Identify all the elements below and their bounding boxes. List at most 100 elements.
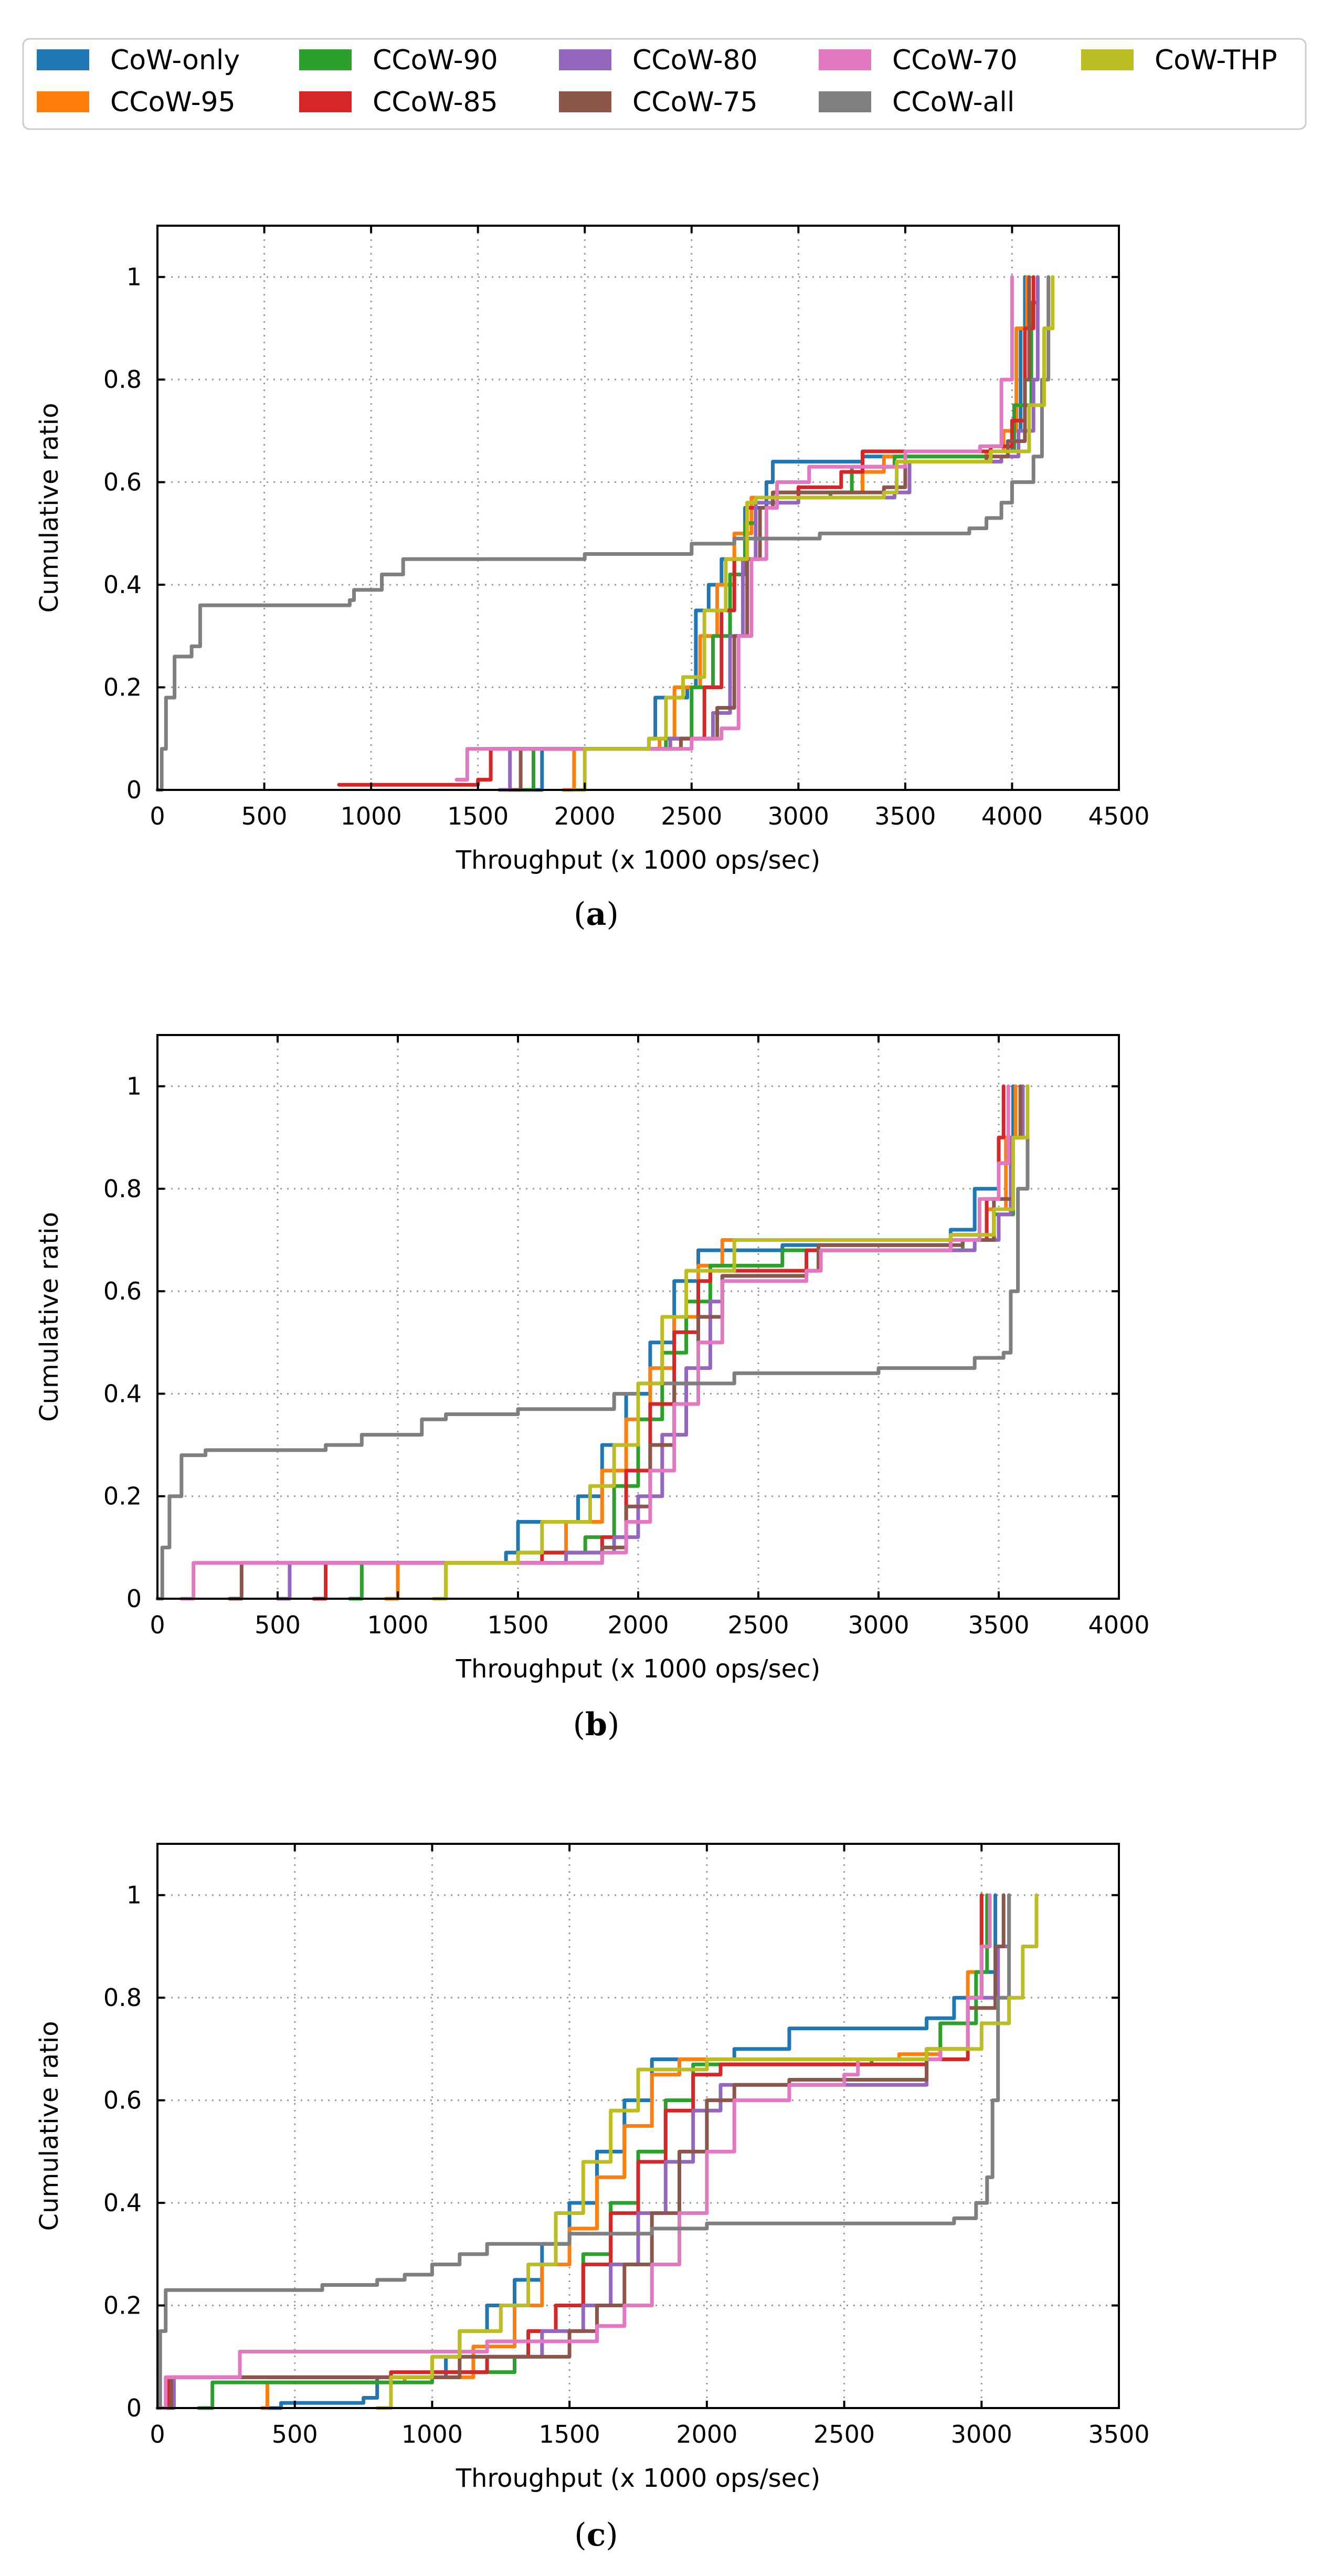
caption-letter: a [586, 896, 607, 933]
series-line-cow-only [265, 1893, 997, 2410]
x-axis: 0 500 1000 1500 2000 2500 3000 3500 4000 [150, 1035, 1150, 1639]
x-axis-label: Throughput (x 1000 ops/sec) [456, 1654, 821, 1684]
y-tick-label: 1 [126, 263, 142, 291]
y-axis-label: Cumulative ratio [35, 2021, 64, 2231]
legend-item-cow-only: CoW-only [37, 45, 240, 76]
x-tick-label: 2500 [727, 1611, 789, 1639]
legend-swatch [819, 91, 871, 112]
x-axis: 0 500 1000 1500 2000 2500 3000 3500 [150, 1844, 1150, 2448]
legend-label: CCoW-70 [892, 45, 1018, 76]
x-tick-label: 0 [150, 802, 165, 830]
x-tick-label: 2500 [661, 802, 722, 830]
legend-item-ccow-all: CCoW-all [819, 87, 1014, 118]
legend-item-ccow-70: CCoW-70 [819, 45, 1018, 76]
caption-letter: b [585, 1706, 607, 1743]
series-line-ccow-90 [347, 1084, 1025, 1601]
x-tick-label: 2000 [676, 2420, 737, 2448]
panel-caption: (c) [574, 2517, 618, 2553]
y-tick-label: 0.4 [103, 1379, 142, 1408]
plot-frame [156, 1843, 1120, 2409]
x-tick-label: 3000 [951, 2420, 1012, 2448]
x-tick-label: 3000 [768, 802, 829, 830]
series-line-ccow-80 [276, 1084, 1025, 1601]
legend-label: CCoW-80 [632, 45, 758, 76]
legend-swatch [559, 91, 611, 112]
y-tick-label: 1 [126, 1072, 142, 1101]
x-tick-label: 0 [150, 2420, 165, 2448]
legend-swatch [299, 49, 352, 70]
series-line-ccow-all [155, 1084, 1030, 1601]
legend-swatch [37, 49, 89, 70]
y-tick-label: 0.4 [103, 571, 142, 599]
legend-label: CoW-only [110, 45, 240, 76]
legend-swatch [559, 49, 611, 70]
x-tick-label: 500 [272, 2420, 318, 2448]
chart-panel-b: 0 500 1000 1500 2000 2500 3000 3500 400000.20.40… [35, 1034, 1150, 1743]
legend-item-cow-thp: CoW-THP [1081, 45, 1277, 76]
legend-swatch [819, 49, 871, 70]
plot-frame [156, 225, 1120, 791]
legend-swatch [37, 91, 89, 112]
x-axis-label: Throughput (x 1000 ops/sec) [456, 2464, 821, 2493]
y-tick-label: 0 [126, 1585, 142, 1613]
series-group [155, 1084, 1030, 1601]
series-line-cow-thp [375, 1893, 1039, 2410]
series-line-ccow-70 [179, 1084, 1010, 1601]
y-tick-label: 0 [126, 2394, 142, 2422]
series-line-ccow-70 [454, 275, 1014, 782]
legend-label: CCoW-85 [373, 87, 498, 118]
legend-swatch [299, 91, 352, 112]
y-axis: 0 0.2 0.4 0.6 0.8 1 [103, 1881, 1119, 2422]
legend-item-ccow-95: CCoW-95 [37, 87, 236, 118]
series-line-cow-only [432, 1084, 1015, 1601]
y-tick-label: 0.8 [103, 1983, 142, 2012]
x-tick-label: 3500 [874, 802, 936, 830]
x-tick-label: 1000 [341, 802, 402, 830]
legend: CoW-only CCoW-95 CCoW-90 CCoW-85 CCoW-80 CCoW… [22, 38, 1307, 130]
legend-item-ccow-75: CCoW-75 [559, 87, 758, 118]
x-tick-label: 3000 [848, 1611, 909, 1639]
series-line-ccow-75 [161, 1893, 1006, 2410]
x-tick-label: 2500 [813, 2420, 875, 2448]
x-tick-label: 3500 [1088, 2420, 1149, 2448]
grid [157, 226, 1119, 790]
y-tick-label: 1 [126, 1881, 142, 1909]
legend-label: CCoW-95 [110, 87, 236, 118]
series-line-ccow-all [155, 1893, 1011, 2410]
x-tick-label: 2000 [554, 802, 616, 830]
y-tick-label: 0.6 [103, 468, 142, 497]
y-tick-label: 0.2 [103, 1482, 142, 1511]
legend-label: CCoW-90 [373, 45, 498, 76]
x-tick-label: 3500 [968, 1611, 1029, 1639]
y-tick-label: 0.6 [103, 2086, 142, 2115]
legend-swatch [1081, 49, 1134, 70]
caption-open: ( [574, 896, 586, 933]
y-tick-label: 0 [126, 776, 142, 804]
x-tick-label: 1500 [539, 2420, 600, 2448]
y-axis: 0 0.2 0.4 0.6 0.8 1 [103, 1072, 1119, 1613]
x-tick-label: 2000 [607, 1611, 669, 1639]
series-line-cow-thp [572, 275, 1055, 792]
x-tick-label: 4500 [1088, 802, 1149, 830]
chart-panel-a: 0 500 1000 1500 2000 2500 3000 3500 4000 4500 0 0.2… [35, 225, 1150, 933]
caption-close: ) [606, 2517, 618, 2553]
legend-item-ccow-90: CCoW-90 [299, 45, 498, 76]
series-line-ccow-85 [337, 275, 1035, 787]
series-line-ccow-all [155, 275, 1051, 792]
caption-open: ( [574, 2517, 586, 2553]
legend-label: CCoW-75 [632, 87, 758, 118]
y-axis-label: Cumulative ratio [35, 1212, 64, 1422]
x-tick-label: 1000 [367, 1611, 428, 1639]
panel-caption: (a) [574, 896, 619, 933]
x-tick-label: 500 [241, 802, 288, 830]
x-axis: 0 500 1000 1500 2000 2500 3000 3500 4000 4500 [150, 226, 1150, 830]
caption-letter: c [587, 2517, 606, 2553]
x-tick-label: 1000 [401, 2420, 463, 2448]
y-axis-label: Cumulative ratio [35, 403, 64, 613]
caption-close: ) [606, 896, 618, 933]
legend-label: CCoW-all [892, 87, 1014, 118]
y-tick-label: 0.2 [103, 2292, 142, 2320]
y-tick-label: 0.4 [103, 2189, 142, 2217]
chart-panel-c: 0 500 1000 1500 2000 2500 3000 3500 0 0.2 0.4 0.6 0.… [35, 1843, 1150, 2553]
series-group [155, 275, 1055, 792]
